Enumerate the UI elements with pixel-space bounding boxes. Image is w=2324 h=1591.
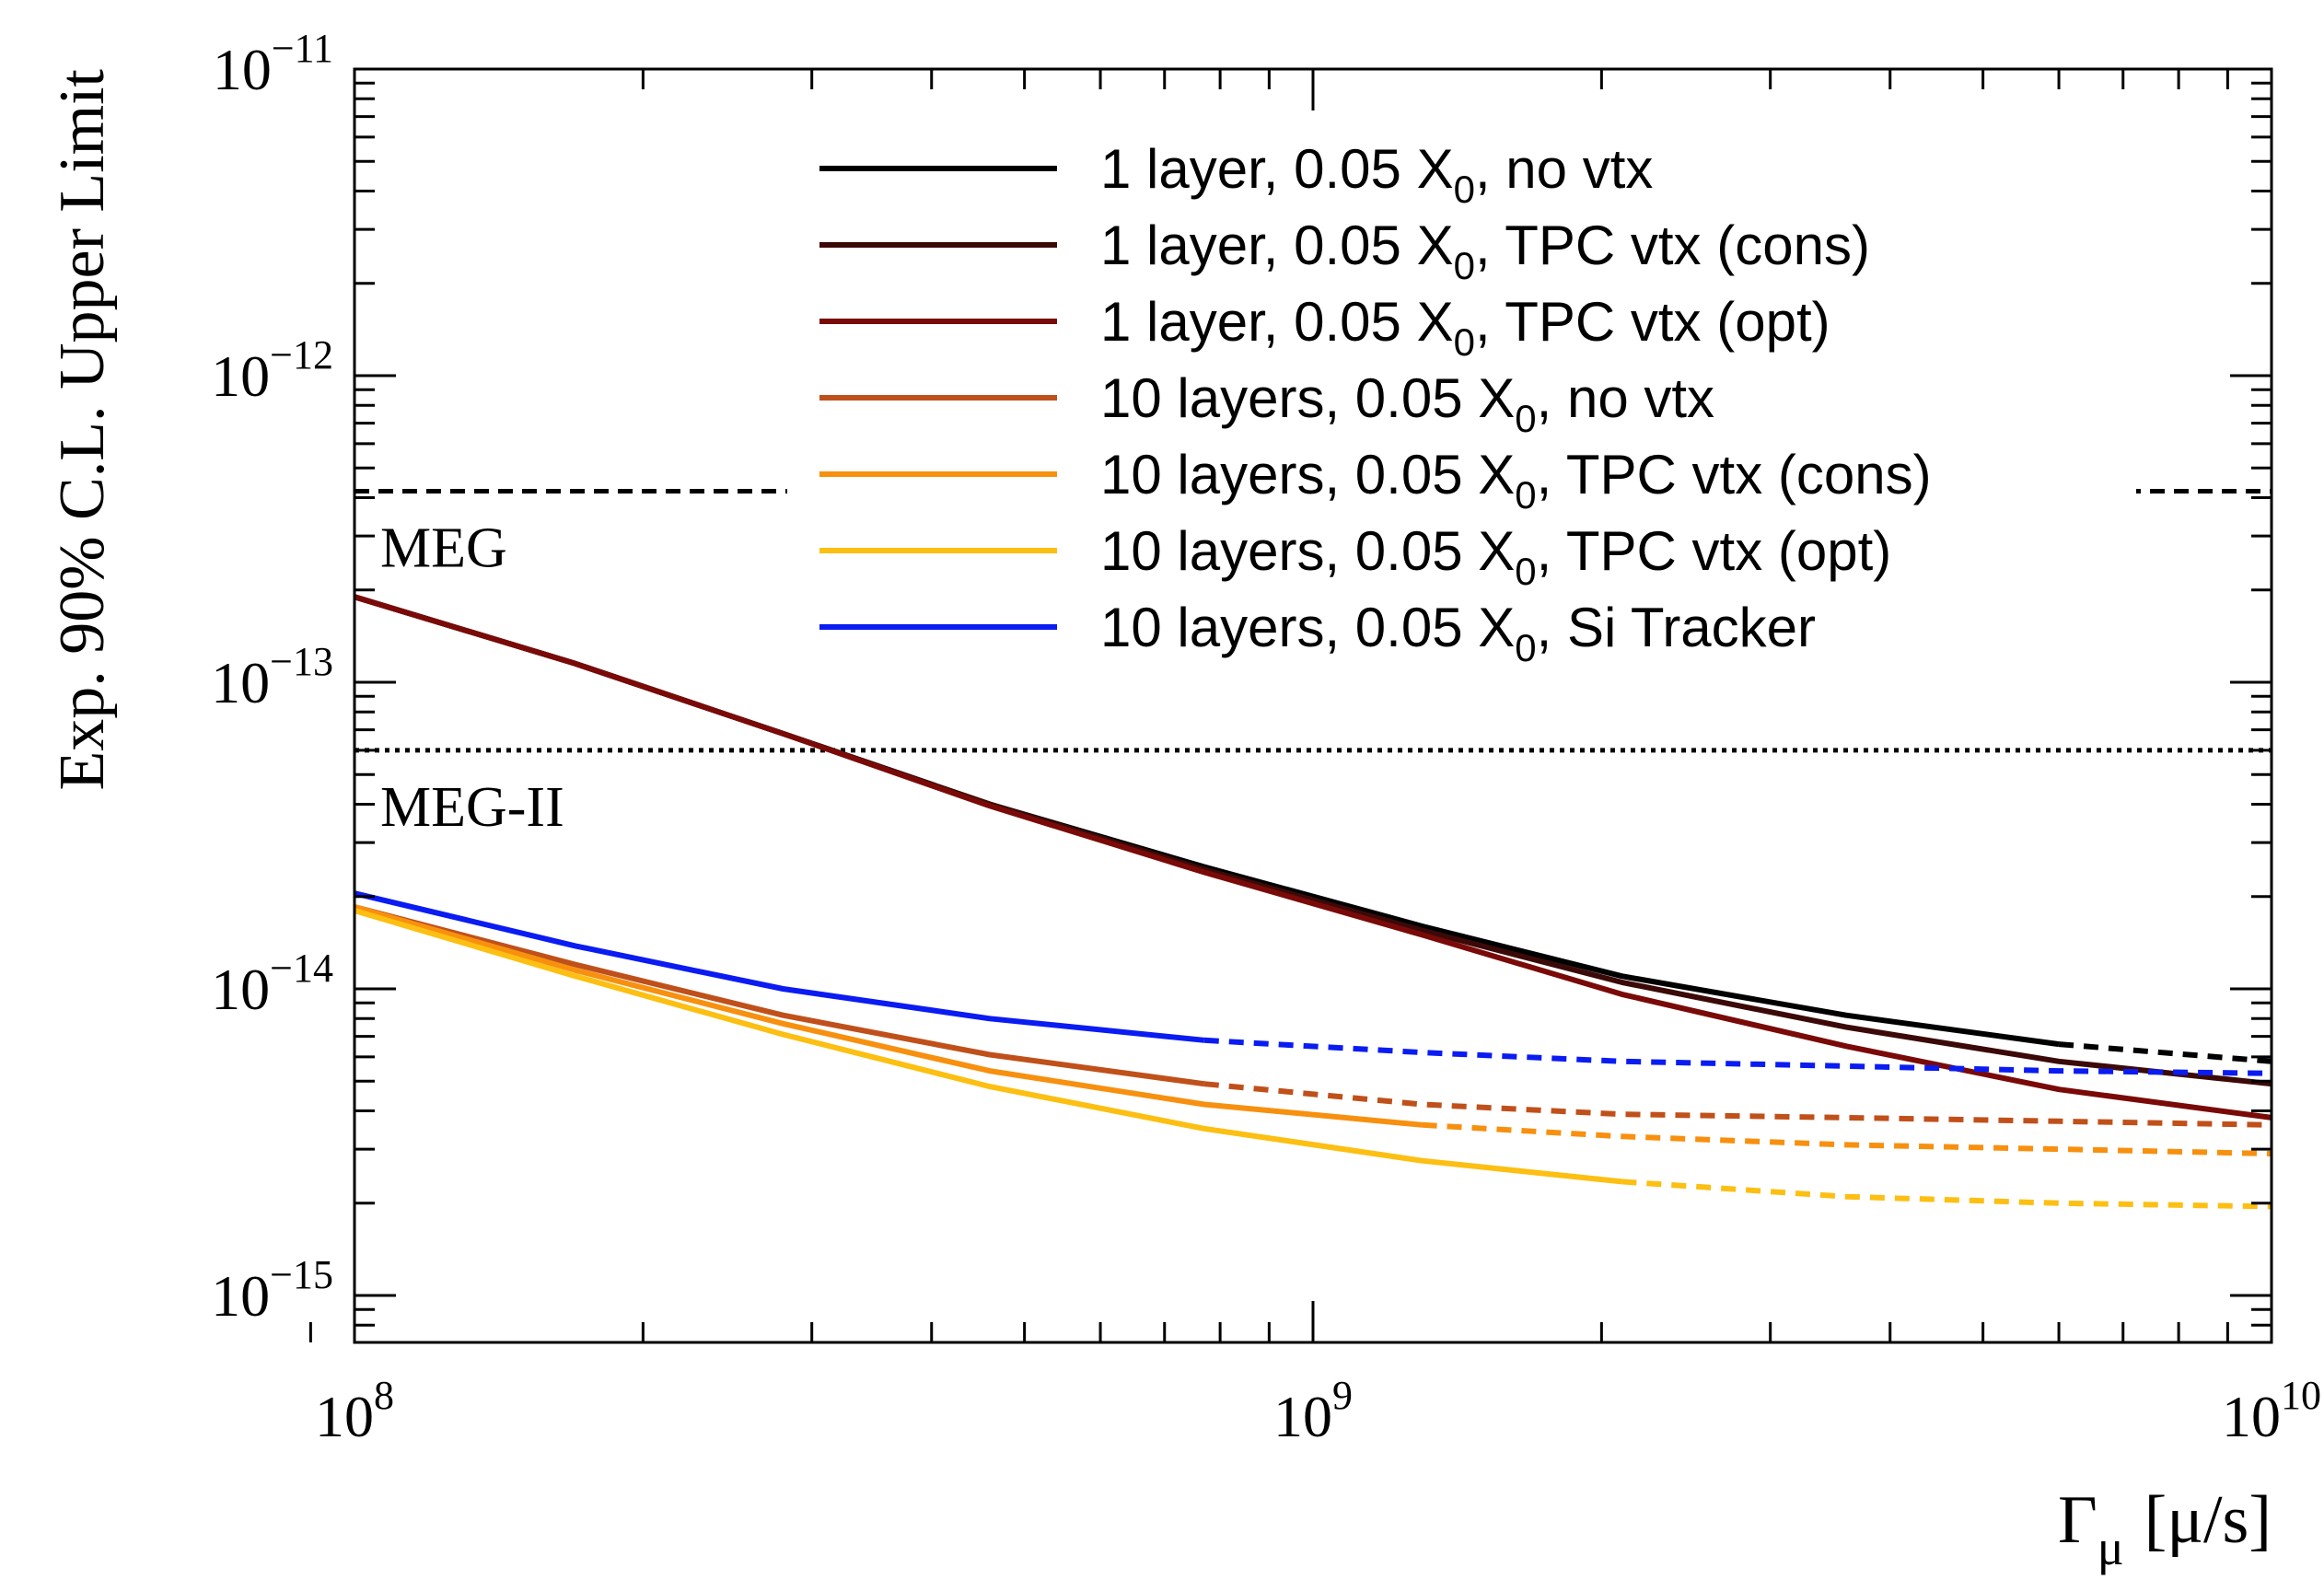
y-tick-label-base: 10: [211, 650, 270, 715]
y-tick-label-exponent: −15: [270, 1252, 333, 1297]
x-tick-label-base: 10: [315, 1384, 374, 1449]
y-tick-label-base: 10: [211, 1263, 270, 1329]
reference-label-meg: MEG: [380, 517, 507, 579]
legend-item-4: 10 layers, 0.05 X0, no vtx: [819, 367, 1714, 440]
x-tick-label-base: 10: [1273, 1384, 1332, 1449]
legend-label-rest: , TPC vtx (cons): [1537, 444, 1932, 505]
y-tick-label: 10−15: [211, 1252, 333, 1329]
legend-label: 1 layer, 0.05 X0, TPC vtx (cons): [1100, 215, 1870, 287]
legend-label-main: 10 layers, 0.05 X: [1100, 444, 1515, 505]
y-tick-label-exponent: −14: [270, 946, 333, 991]
legend-label-main: 1 layer, 0.05 X: [1100, 291, 1454, 353]
y-tick-label: 10−11: [213, 26, 333, 102]
legend-label-subscript: 0: [1515, 626, 1536, 669]
y-tick-label: 10−13: [211, 639, 333, 715]
legend-label: 1 layer, 0.05 X0, TPC vtx (opt): [1100, 291, 1830, 364]
legend-label-subscript: 0: [1454, 168, 1475, 211]
legend-background: [787, 120, 2136, 700]
y-tick-label-base: 10: [211, 957, 270, 1022]
legend-label-rest: , no vtx: [1475, 138, 1653, 200]
legend-item-1: 1 layer, 0.05 X0, no vtx: [819, 138, 1653, 211]
legend-label-rest: , no vtx: [1537, 367, 1714, 429]
x-tick-label: 108: [315, 1373, 394, 1449]
legend-label-subscript: 0: [1454, 320, 1475, 364]
legend-label-rest: , TPC vtx (cons): [1475, 215, 1870, 276]
y-tick-label-base: 10: [213, 37, 272, 102]
series-layer: [354, 594, 2272, 1210]
series-1-dashed-line: [2058, 1041, 2272, 1064]
y-tick-label-base: 10: [211, 343, 270, 409]
series-7: [354, 890, 2272, 1076]
legend-label-main: 10 layers, 0.05 X: [1100, 597, 1515, 658]
legend-label-subscript: 0: [1515, 397, 1536, 440]
axis-ticks: [308, 69, 2273, 1342]
x-axis-label: Γμ [μ/s]: [2058, 1482, 2272, 1575]
series-5-dashed-line: [1422, 1121, 2272, 1156]
y-tick-label-exponent: −11: [272, 26, 333, 71]
series-4: [354, 904, 2272, 1128]
y-tick-label-exponent: −12: [270, 332, 333, 377]
legend-label-subscript: 0: [1454, 244, 1475, 287]
series-5: [354, 904, 2272, 1156]
x-tick-label-exponent: 10: [2281, 1373, 2321, 1418]
legend-label: 1 layer, 0.05 X0, no vtx: [1100, 138, 1653, 211]
x-tick-label-base: 10: [2222, 1384, 2281, 1449]
legend-label: 10 layers, 0.05 X0, Si Tracker: [1100, 597, 1816, 669]
legend-label-rest: , TPC vtx (opt): [1475, 291, 1830, 353]
legend-item-6: 10 layers, 0.05 X0, TPC vtx (opt): [819, 520, 1891, 593]
y-tick-label-exponent: −13: [270, 639, 333, 684]
legend-label-rest: , Si Tracker: [1537, 597, 1816, 658]
legend-label-subscript: 0: [1515, 473, 1536, 517]
legend-label: 10 layers, 0.05 X0, no vtx: [1100, 367, 1714, 440]
legend-item-3: 1 layer, 0.05 X0, TPC vtx (opt): [819, 291, 1830, 364]
y-tick-label: 10−14: [211, 946, 333, 1022]
reference-labels: MEG MEG-II: [380, 517, 564, 838]
series-4-dashed-line: [1203, 1081, 2272, 1128]
x-tick-label: 109: [1273, 1373, 1353, 1449]
x-tick-label-exponent: 9: [1332, 1373, 1353, 1418]
series-6-dashed-line: [1621, 1179, 2272, 1210]
series-6: [354, 908, 2272, 1210]
legend-label-main: 10 layers, 0.05 X: [1100, 367, 1515, 429]
legend-label: 10 layers, 0.05 X0, TPC vtx (cons): [1100, 444, 1932, 517]
legend-item-7: 10 layers, 0.05 X0, Si Tracker: [819, 597, 1816, 669]
legend-label-main: 1 layer, 0.05 X: [1100, 215, 1454, 276]
x-axis-label-unit: [μ/s]: [2144, 1482, 2272, 1558]
legend-label-rest: , TPC vtx (opt): [1537, 520, 1892, 582]
x-axis-label-symbol: Γ: [2058, 1482, 2097, 1558]
series-5-line: [354, 904, 1423, 1128]
y-axis-label: Exp. 90% C.L. Upper Limit: [47, 68, 118, 790]
series-6-line: [354, 908, 1622, 1185]
series-7-dashed-line: [1203, 1037, 2272, 1076]
series-7-line: [354, 890, 1205, 1043]
legend-label-main: 10 layers, 0.05 X: [1100, 520, 1515, 582]
series-4-line: [354, 904, 1205, 1087]
x-tick-label: 1010: [2222, 1373, 2321, 1449]
legend-label-main: 1 layer, 0.05 X: [1100, 138, 1454, 200]
x-tick-label-exponent: 8: [374, 1373, 394, 1418]
x-axis-label-subscript: μ: [2097, 1520, 2124, 1575]
legend-label-subscript: 0: [1515, 550, 1536, 593]
y-tick-label: 10−12: [211, 332, 333, 409]
legend-item-2: 1 layer, 0.05 X0, TPC vtx (cons): [819, 215, 1870, 287]
reference-label-meg-ii: MEG-II: [380, 776, 564, 839]
legend-label: 10 layers, 0.05 X0, TPC vtx (opt): [1100, 520, 1891, 593]
legend-item-5: 10 layers, 0.05 X0, TPC vtx (cons): [819, 444, 1932, 517]
